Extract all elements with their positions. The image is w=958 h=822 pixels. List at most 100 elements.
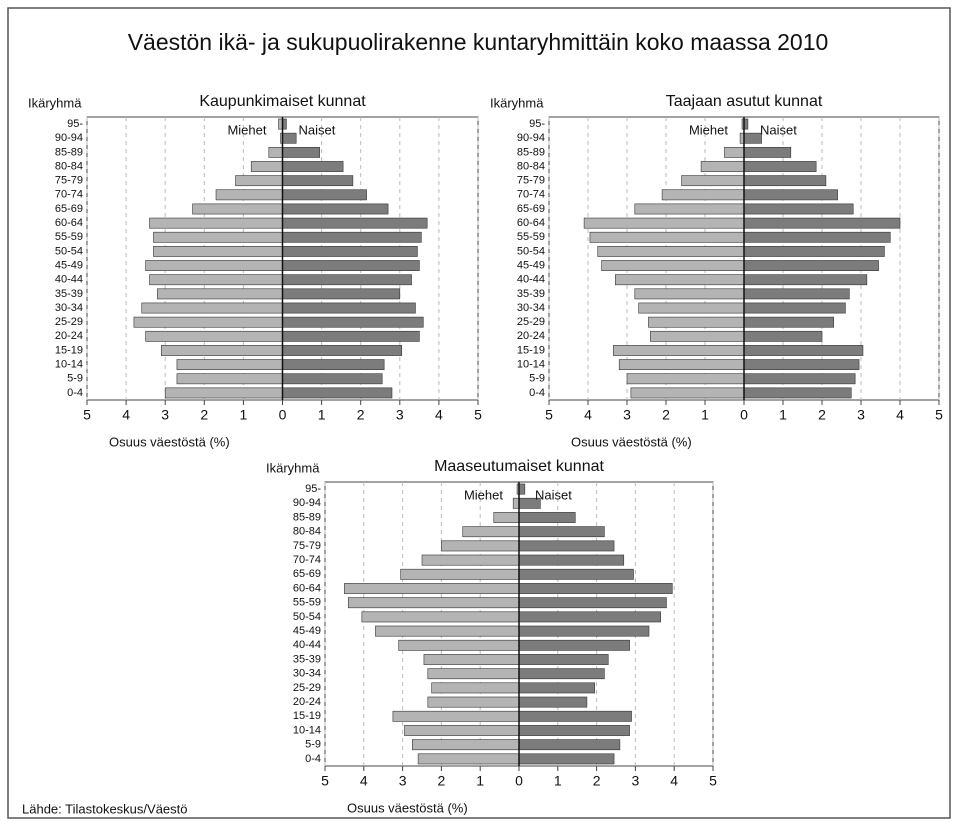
y-tick-label: 75-79 xyxy=(517,175,545,187)
bar xyxy=(518,753,615,765)
bar xyxy=(282,189,367,201)
bar xyxy=(518,512,576,523)
bar xyxy=(282,345,403,356)
y-tick-label: 20-24 xyxy=(293,696,321,708)
y-tick-label: 10-14 xyxy=(517,359,545,371)
y-tick-label: 50-54 xyxy=(293,611,321,623)
bar xyxy=(149,274,283,286)
y-tick-label: 85-89 xyxy=(517,146,545,158)
x-tick-label: 2 xyxy=(818,407,826,423)
bar xyxy=(743,373,856,385)
bar xyxy=(518,625,650,637)
bar xyxy=(282,260,420,271)
y-tick-label: 90-94 xyxy=(293,497,321,509)
y-tick-label: 10-14 xyxy=(55,359,83,371)
x-tick-label: 0 xyxy=(279,407,287,423)
bar xyxy=(661,189,745,201)
bar xyxy=(512,497,520,509)
chart-title: Kaupunkimaiset kunnat xyxy=(199,93,366,110)
bar xyxy=(583,217,745,229)
bar xyxy=(404,725,520,736)
x-tick-label: 2 xyxy=(593,773,601,789)
y-tick-label: 25-29 xyxy=(517,316,545,328)
x-tick-label: 5 xyxy=(709,773,717,789)
bar xyxy=(164,387,283,399)
x-tick-label: 4 xyxy=(896,407,904,423)
x-tick-label: 2 xyxy=(662,407,670,423)
bar xyxy=(282,274,412,286)
bar xyxy=(634,203,745,215)
bar xyxy=(153,231,283,243)
bar xyxy=(417,753,520,765)
x-tick-label: 3 xyxy=(623,407,631,423)
x-tick-label: 4 xyxy=(360,773,368,789)
bar xyxy=(743,302,846,314)
y-tick-label: 55-59 xyxy=(55,231,83,243)
bar xyxy=(743,175,827,187)
bar xyxy=(626,373,745,385)
legend-label: Miehet xyxy=(689,122,728,137)
bar xyxy=(518,668,605,680)
bar xyxy=(724,146,745,158)
x-tick-label: 2 xyxy=(357,407,365,423)
y-tick-label: 0-4 xyxy=(67,387,83,399)
bar xyxy=(282,146,320,158)
bar xyxy=(743,132,762,144)
y-tick-label: 45-49 xyxy=(293,625,321,637)
bar xyxy=(133,316,283,328)
bar xyxy=(282,203,389,215)
bar xyxy=(493,512,520,523)
bar xyxy=(743,146,792,158)
x-tick-label: 5 xyxy=(935,407,943,423)
y-tick-label: 30-34 xyxy=(517,302,545,314)
bar xyxy=(282,302,416,314)
x-tick-label: 2 xyxy=(200,407,208,423)
bar xyxy=(145,260,283,271)
bar xyxy=(518,554,625,566)
y-tick-label: 40-44 xyxy=(55,274,83,286)
frame xyxy=(7,7,951,819)
x-tick-label: 1 xyxy=(779,407,787,423)
y-tick-label: 35-39 xyxy=(293,653,321,665)
x-tick-label: 1 xyxy=(318,407,326,423)
x-tick-label: 3 xyxy=(632,773,640,789)
bar xyxy=(589,231,745,243)
bar xyxy=(192,203,283,215)
x-tick-label: 0 xyxy=(740,407,748,423)
bar xyxy=(411,739,520,751)
bar xyxy=(282,288,401,300)
bar xyxy=(634,288,745,300)
bar xyxy=(157,288,283,300)
y-tick-label: 85-89 xyxy=(55,146,83,158)
x-tick-label: 4 xyxy=(670,773,678,789)
x-axis-label: Osuus väestöstä (%) xyxy=(571,434,692,449)
bar xyxy=(743,359,860,371)
bar xyxy=(743,203,854,215)
x-tick-label: 3 xyxy=(857,407,865,423)
bar xyxy=(743,330,823,342)
bar xyxy=(347,597,520,609)
x-tick-label: 4 xyxy=(584,407,592,423)
bar xyxy=(743,189,838,201)
x-tick-label: 5 xyxy=(83,407,91,423)
bar xyxy=(427,696,520,708)
x-tick-label: 2 xyxy=(438,773,446,789)
bar xyxy=(518,739,621,751)
y-tick-label: 65-69 xyxy=(517,203,545,215)
bar xyxy=(743,274,868,286)
bar xyxy=(597,246,745,257)
bar xyxy=(145,330,283,342)
bar xyxy=(700,161,745,172)
y-tick-label: 65-69 xyxy=(55,203,83,215)
y-tick-label: 80-84 xyxy=(55,160,83,172)
y-tick-label: 5-9 xyxy=(529,373,545,385)
y-tick-label: 85-89 xyxy=(293,511,321,523)
y-tick-label: 90-94 xyxy=(517,132,545,144)
bar xyxy=(743,231,891,243)
bar xyxy=(149,217,283,229)
legend-label: Miehet xyxy=(227,122,266,137)
y-tick-label: 70-74 xyxy=(55,189,83,201)
y-tick-label: 80-84 xyxy=(517,160,545,172)
bar xyxy=(361,611,520,623)
bar xyxy=(518,611,661,623)
